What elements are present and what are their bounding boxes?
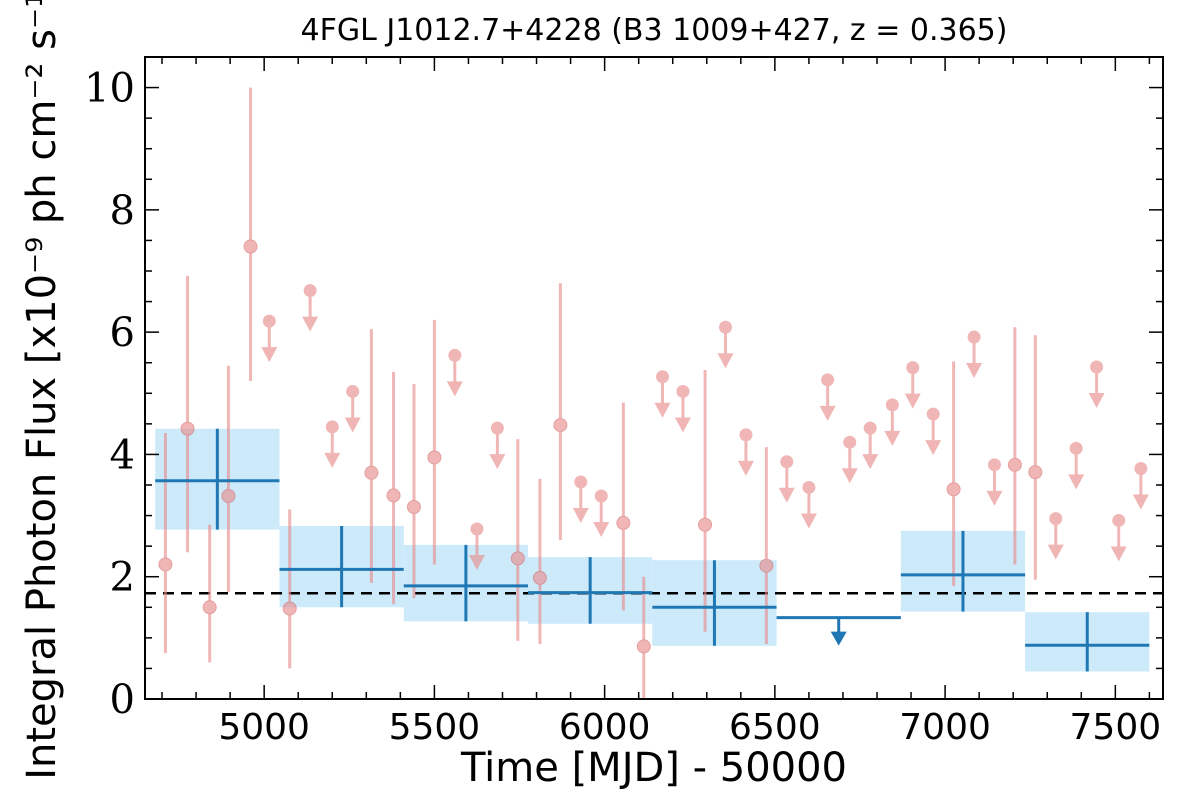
x-tick-label: 5000 [218,707,310,748]
short-bin-ul-arrow [1068,474,1085,490]
short-bin-point [510,551,525,566]
short-bin-ul-arrow [1088,392,1105,408]
x-tick-label: 5500 [389,707,481,748]
y-tick-label: 6 [110,310,135,356]
short-bin-point [180,421,195,436]
short-bin-ul-arrow [986,490,1003,506]
short-bin-point [946,482,961,497]
long-bin-marks [155,428,1150,672]
plot-frame [144,56,1164,700]
short-bin-point [759,558,774,573]
short-bin-point [364,465,379,480]
short-bin-ul-arrow [302,316,319,332]
short-bin-ul-arrow [1110,546,1127,562]
x-tick-label: 6500 [729,707,821,748]
short-bin-ul-arrow [674,417,691,433]
short-bin-ul-arrow [593,522,610,538]
short-bin-point [698,517,713,532]
short-bin-point [532,570,547,585]
short-bin-ul-arrow [446,381,463,397]
short-bin-ul-arrow [261,347,278,363]
short-bin-ul-arrow [884,430,901,446]
plot-area [145,87,1163,699]
short-bin-point [158,557,173,572]
short-bin-ul-arrow [572,507,589,523]
short-bin-ul-arrow [925,440,942,456]
ticks [145,56,1163,700]
y-axis-label: Integral Photon Flux [x10⁻⁹ ph cm⁻² s⁻¹] [19,0,65,780]
short-bin-point [221,489,236,504]
short-bin-ul-arrow [778,487,795,503]
short-bin-ul-arrow [819,405,836,421]
short-bin-ul-arrow [737,460,754,476]
y-tick-label: 10 [84,66,135,112]
short-bin-point [386,488,401,503]
x-tick-label: 7000 [899,707,991,748]
x-tick-label: 6000 [559,707,651,748]
chart-title: 4FGL J1012.7+4228 (B3 1009+427, z = 0.36… [301,13,1008,48]
short-bin-point [243,239,258,254]
short-bin-ul-arrow [344,417,361,433]
short-bin-point [406,500,421,515]
short-bin-ul-arrow [468,555,485,571]
short-bin-point [636,639,651,654]
y-tick-label: 4 [110,432,135,478]
short-bin-point [1007,457,1022,472]
short-bin-point [1028,465,1043,480]
short-bin-point [616,515,631,530]
x-axis-label: Time [MJD] - 50000 [460,745,847,791]
short-bin-point [282,601,297,616]
y-tick-label: 8 [110,188,135,234]
short-bin-ul-arrow [841,468,858,484]
short-bin-point [202,600,217,615]
short-bin-ul-arrow [966,363,983,379]
short-bin-ul-arrow [862,454,879,470]
y-tick-label: 2 [110,555,135,601]
short-bin-point [427,450,442,465]
short-bin-ul-arrow [1132,494,1149,510]
short-bin-ul-arrow [1047,544,1064,560]
short-bin-ul-arrow [904,393,921,409]
short-bin-ul-arrow [717,353,734,369]
short-bin-ul-arrow [654,402,671,418]
short-bin-points [158,87,1149,699]
long-bin-ul-arrow [830,631,847,646]
short-bin-ul-arrow [324,452,341,468]
x-tick-label: 7500 [1070,707,1162,748]
short-bin-ul-arrow [800,513,817,529]
tick-labels: 5000 5500 6000 6500 7000 7500 0 2 4 6 8 10 [84,66,1161,748]
y-tick-label: 0 [110,677,135,723]
short-bin-ul-arrow [489,454,506,470]
short-bin-point [553,418,568,433]
